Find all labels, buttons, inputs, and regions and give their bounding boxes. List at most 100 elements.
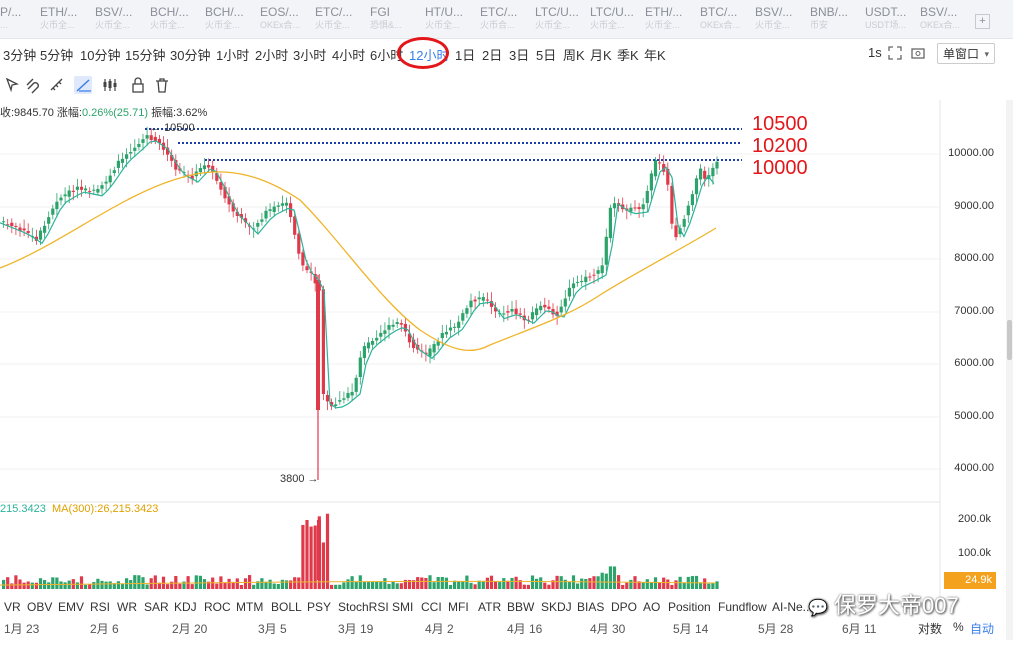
time-axis-label: 3月 19 <box>338 622 374 636</box>
timeframe-6[interactable]: 2小时 <box>255 48 289 63</box>
add-tab-button[interactable]: + <box>975 14 990 29</box>
timeframe-9[interactable]: 6小时 <box>370 48 404 63</box>
market-tab[interactable]: FGI 恐惧&... <box>370 6 422 34</box>
market-tab[interactable]: BNB/... 币安 <box>810 6 862 34</box>
indicator-tab[interactable]: SAR <box>144 600 169 614</box>
trendline-icon[interactable] <box>74 76 92 94</box>
candle <box>395 318 399 328</box>
auto-scale-toggle[interactable]: 自动 <box>970 622 995 636</box>
timeframe-8[interactable]: 4小时 <box>332 48 366 63</box>
trash-icon[interactable] <box>153 76 171 94</box>
lock-icon[interactable] <box>129 76 147 94</box>
percent-scale-toggle[interactable]: % <box>953 620 964 634</box>
timeframe-7[interactable]: 3小时 <box>293 48 327 63</box>
candle <box>424 344 428 362</box>
timeframe-18[interactable]: 年K <box>644 48 666 63</box>
indicator-tab[interactable]: ATR <box>478 600 502 614</box>
market-tab[interactable]: HT/U... 火币全... <box>425 6 477 34</box>
candle <box>22 219 26 237</box>
timeframe-15[interactable]: 周K <box>563 48 585 63</box>
market-tab[interactable]: BTC/... OKEx合... <box>700 6 752 34</box>
magnet-icon[interactable] <box>24 76 42 94</box>
indicator-tab[interactable]: VR <box>4 600 21 614</box>
timeframe-17[interactable]: 季K <box>617 48 639 63</box>
indicator-tab[interactable]: CCI <box>421 600 442 614</box>
window-select[interactable]: 单窗口 ▾ <box>937 43 995 64</box>
indicator-tab[interactable]: DPO <box>611 600 638 614</box>
candle-tool-icon[interactable] <box>101 76 119 94</box>
interval-selector[interactable]: 1s <box>868 45 882 60</box>
indicator-tab[interactable]: KDJ <box>174 600 197 614</box>
timeframe-3[interactable]: 15分钟 <box>125 48 166 63</box>
indicator-tab[interactable]: SKDJ <box>541 600 572 614</box>
indicator-tab[interactable]: OBV <box>27 600 53 614</box>
indicator-tab[interactable]: AI-Ne... <box>772 600 813 614</box>
timeframe-0[interactable]: 3分钟 <box>3 48 37 63</box>
fullscreen-icon[interactable] <box>888 46 902 60</box>
indicator-tab[interactable]: StochRSI <box>338 600 389 614</box>
timeframe-4[interactable]: 30分钟 <box>170 48 211 63</box>
indicator-tab[interactable]: WR <box>117 600 137 614</box>
candle <box>43 220 47 239</box>
market-tab-exchange: 火币全... <box>150 20 185 30</box>
timeframe-14[interactable]: 5日 <box>536 48 557 63</box>
indicator-tab[interactable]: BOLL <box>271 600 302 614</box>
indicator-tab[interactable]: MTM <box>236 600 264 614</box>
indicator-tab[interactable]: Position <box>668 600 711 614</box>
market-tab[interactable]: BCH/... 火币全... <box>205 6 257 34</box>
timeframe-1[interactable]: 5分钟 <box>40 48 74 63</box>
candle <box>703 166 707 187</box>
indicator-tab[interactable]: BBW <box>507 600 535 614</box>
indicator-tab[interactable]: BIAS <box>577 600 605 614</box>
indicator-tab[interactable]: SMI <box>392 600 414 614</box>
market-tab[interactable]: ETC/... 火币全... <box>315 6 367 34</box>
market-tab-label: BSV/... <box>755 6 793 19</box>
indicator-tab[interactable]: PSY <box>307 600 332 614</box>
indicator-tab[interactable]: RSI <box>90 600 111 614</box>
indicator-tab[interactable]: EMV <box>58 600 85 614</box>
indicator-tab[interactable]: AO <box>643 600 661 614</box>
volume-bar <box>658 582 662 589</box>
log-scale-toggle[interactable]: 对数 <box>918 622 943 636</box>
volume-bar <box>387 583 391 589</box>
candle <box>47 211 51 230</box>
candle <box>674 217 678 241</box>
cursor-icon[interactable] <box>4 76 22 94</box>
price-chart[interactable] <box>0 100 1006 600</box>
indicator-tab[interactable]: MFI <box>448 600 469 614</box>
market-tab[interactable]: LTC/U... 火币全... <box>590 6 642 34</box>
timeframe-12[interactable]: 2日 <box>482 48 503 63</box>
market-tab[interactable]: ETC/... 火币合... <box>480 6 532 34</box>
vertical-scrollbar[interactable] <box>1006 100 1013 640</box>
market-tab-exchange: 火币全... <box>205 20 240 30</box>
candle <box>645 185 649 212</box>
market-tab[interactable]: LTC/U... 火币全... <box>535 6 587 34</box>
screenshot-icon[interactable] <box>911 46 925 60</box>
volume-bar <box>494 581 498 589</box>
indicator-tab[interactable]: Fundflow <box>718 600 767 614</box>
indicator-tab[interactable]: ROC <box>204 600 231 614</box>
market-tab[interactable]: EOS/... OKEx合... <box>260 6 312 34</box>
timeframe-5[interactable]: 1小时 <box>216 48 250 63</box>
ruler-icon[interactable] <box>48 76 66 94</box>
volume-bar <box>366 581 371 589</box>
scrollbar-thumb[interactable] <box>1007 320 1012 360</box>
timeframe-2[interactable]: 10分钟 <box>80 48 121 63</box>
volume-bar <box>243 578 248 589</box>
volume-bar <box>38 578 43 589</box>
timeframe-13[interactable]: 3日 <box>509 48 530 63</box>
market-tab[interactable]: BSV/... 火币全... <box>95 6 147 34</box>
market-tab[interactable]: BSV/... OKEx合... <box>920 6 972 34</box>
market-tab[interactable]: P/...... <box>0 6 52 34</box>
timeframe-11[interactable]: 1日 <box>455 48 476 63</box>
market-tab[interactable]: USDT... USDT场... <box>865 6 917 34</box>
candle <box>284 197 289 214</box>
timeframe-16[interactable]: 月K <box>590 48 612 63</box>
market-tab[interactable]: BCH/... 火币全... <box>150 6 202 34</box>
market-tab[interactable]: ETH/... 火币全... <box>645 6 697 34</box>
market-tab[interactable]: ETH/... 火币全... <box>40 6 92 34</box>
market-tab[interactable]: BSV/... 火币全... <box>755 6 807 34</box>
market-tab-exchange: USDT场... <box>865 20 907 30</box>
volume-bar <box>112 583 116 589</box>
candle <box>637 202 641 218</box>
